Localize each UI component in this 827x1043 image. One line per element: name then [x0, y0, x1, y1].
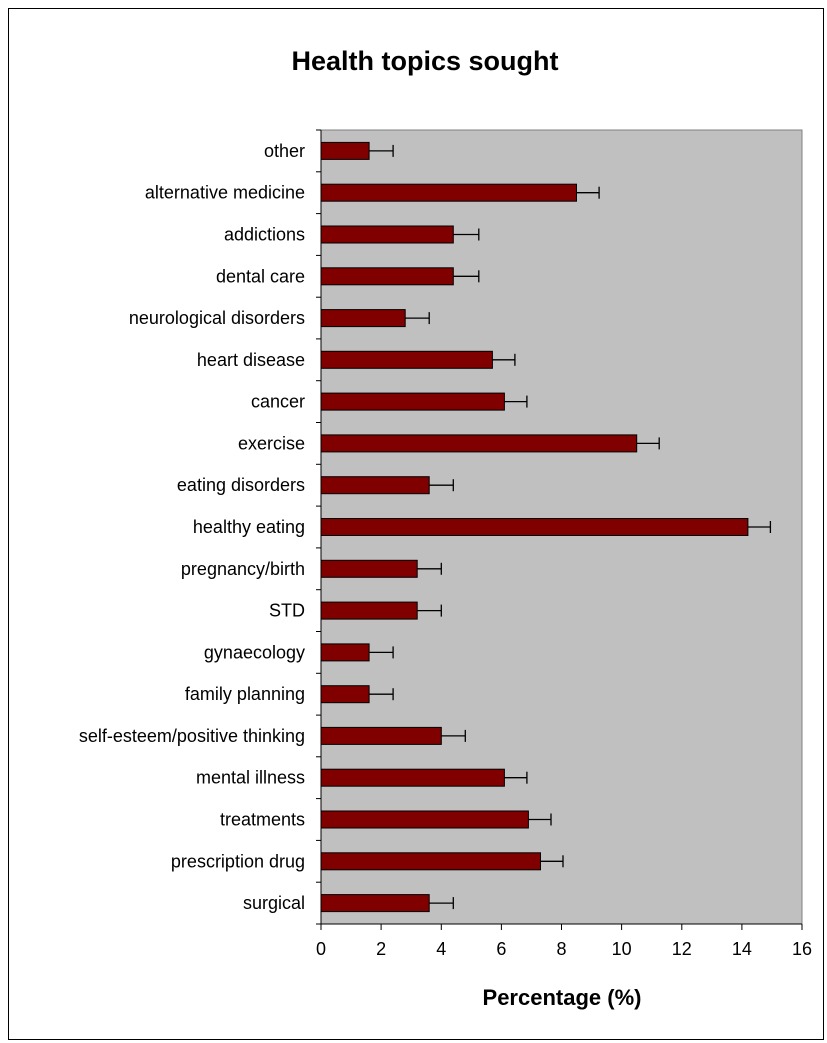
bar — [320, 559, 418, 578]
category-labels: other alternative medicine addictions denta… — [79, 141, 305, 913]
category-label: family planning — [185, 684, 305, 704]
x-tick-label: 4 — [436, 939, 446, 959]
bar — [320, 726, 442, 745]
category-label: cancer — [251, 392, 305, 412]
category-label: eating disorders — [177, 475, 305, 495]
bar — [320, 476, 430, 495]
bar — [320, 434, 638, 453]
x-tick-label: 14 — [732, 939, 752, 959]
category-label: mental illness — [196, 768, 305, 788]
category-label: prescription drug — [171, 851, 305, 871]
bar — [320, 392, 505, 411]
bar — [320, 810, 529, 829]
bar — [320, 225, 454, 244]
category-label: dental care — [216, 266, 305, 286]
chart-title: Health topics sought — [291, 46, 558, 76]
x-tick-label: 8 — [556, 939, 566, 959]
bar — [320, 350, 493, 369]
category-label: neurological disorders — [129, 308, 305, 328]
bar — [320, 141, 370, 160]
category-label: heart disease — [197, 350, 305, 370]
category-label: STD — [269, 601, 305, 621]
bar — [320, 518, 749, 536]
bar — [320, 894, 430, 913]
x-tick-label: 10 — [612, 939, 632, 959]
bar — [320, 852, 541, 871]
category-label: treatments — [220, 810, 305, 830]
x-tick-label: 6 — [496, 939, 506, 959]
bar — [320, 183, 577, 202]
error-bars-group — [369, 144, 772, 910]
bar — [320, 768, 505, 787]
x-tick-label: 2 — [376, 939, 386, 959]
category-label: gynaecology — [204, 642, 305, 662]
category-label: surgical — [243, 893, 305, 913]
bar — [320, 643, 370, 662]
x-tick-labels: 0 2 4 6 8 10 12 14 16 — [316, 939, 812, 959]
category-label: healthy eating — [193, 517, 305, 537]
axes-group — [316, 129, 803, 930]
category-label: alternative medicine — [145, 183, 305, 203]
x-tick-label: 12 — [672, 939, 692, 959]
category-label: exercise — [238, 433, 305, 453]
x-tick-label: 16 — [792, 939, 812, 959]
category-label: self-esteem/positive thinking — [79, 726, 305, 746]
bar — [320, 685, 370, 704]
x-tick-label: 0 — [316, 939, 326, 959]
category-label: pregnancy/birth — [181, 559, 305, 579]
x-axis-label: Percentage (%) — [483, 985, 642, 1010]
category-label: addictions — [224, 225, 305, 245]
bar — [320, 267, 454, 286]
bar — [320, 309, 406, 328]
category-label: other — [264, 141, 305, 161]
bar — [320, 601, 418, 620]
